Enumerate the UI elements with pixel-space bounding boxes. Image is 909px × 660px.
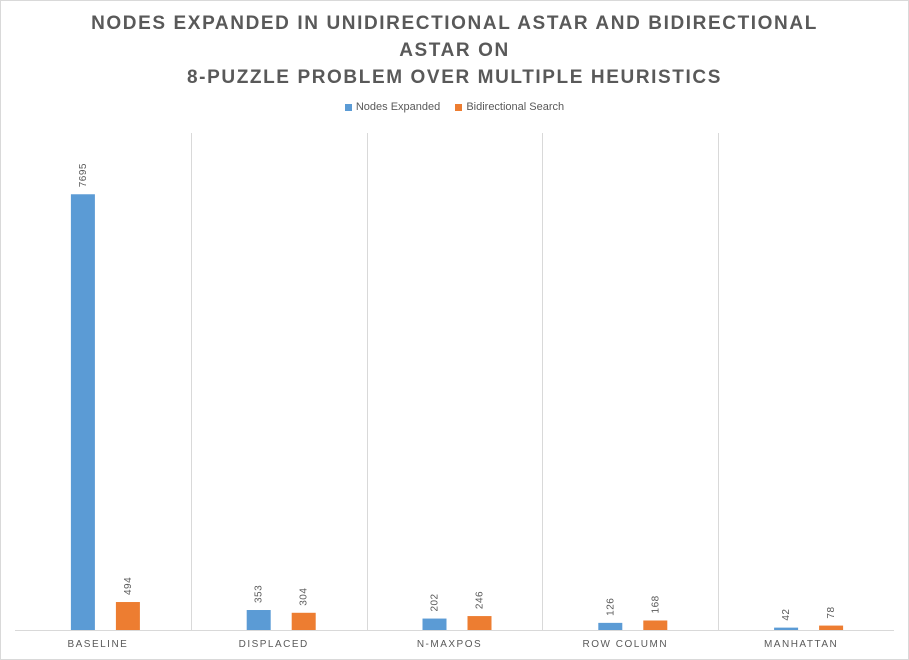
- data-label: 353: [254, 585, 265, 603]
- bar-nodes-expanded: [774, 627, 799, 630]
- data-label: 78: [826, 606, 837, 618]
- data-label: 168: [650, 595, 661, 613]
- legend-label-bidirectional-search: Bidirectional Search: [466, 101, 565, 113]
- bar-nodes-expanded: [70, 194, 95, 630]
- bar-bidirectional-search: [115, 602, 140, 630]
- bar-nodes-expanded: [246, 610, 271, 630]
- legend-item-bidirectional-search: Bidirectional Search: [455, 101, 564, 113]
- legend-swatch-bidirectional-search: [455, 103, 463, 111]
- data-label: 7695: [78, 163, 89, 187]
- x-tick-label: DISPLACED: [239, 639, 309, 650]
- x-tick-label: BASELINE: [67, 639, 128, 650]
- x-tick-label: ROW COLUMN: [583, 639, 669, 650]
- bar-bidirectional-search: [643, 620, 668, 630]
- chart-title: NODES EXPANDED IN UNIDIRECTIONAL ASTAR A…: [0, 10, 909, 91]
- data-label: 494: [123, 577, 134, 595]
- data-label: 126: [605, 598, 616, 616]
- data-label: 202: [430, 593, 441, 611]
- chart-title-line-2: ASTAR ON: [399, 40, 510, 61]
- x-tick-label: MANHATTAN: [764, 639, 838, 650]
- legend-label-nodes-expanded: Nodes Expanded: [355, 101, 441, 113]
- bar-nodes-expanded: [422, 618, 447, 630]
- bar-nodes-expanded: [598, 622, 623, 630]
- data-label: 246: [475, 591, 486, 609]
- bar-bidirectional-search: [291, 612, 316, 630]
- legend-item-nodes-expanded: Nodes Expanded: [344, 101, 441, 113]
- bar-bidirectional-search: [819, 625, 844, 630]
- chart-title-line-3: 8-PUZZLE PROBLEM OVER MULTIPLE HEURISTIC…: [187, 67, 722, 88]
- data-label: 42: [781, 608, 792, 620]
- data-label: 304: [299, 588, 310, 606]
- x-tick-label: N-MAXPOS: [417, 639, 482, 650]
- chart-legend: Nodes Expanded Bidirectional Search: [0, 101, 909, 114]
- legend-swatch-nodes-expanded: [344, 103, 352, 111]
- bar-bidirectional-search: [467, 616, 492, 630]
- chart-title-line-1: NODES EXPANDED IN UNIDIRECTIONAL ASTAR A…: [91, 13, 818, 34]
